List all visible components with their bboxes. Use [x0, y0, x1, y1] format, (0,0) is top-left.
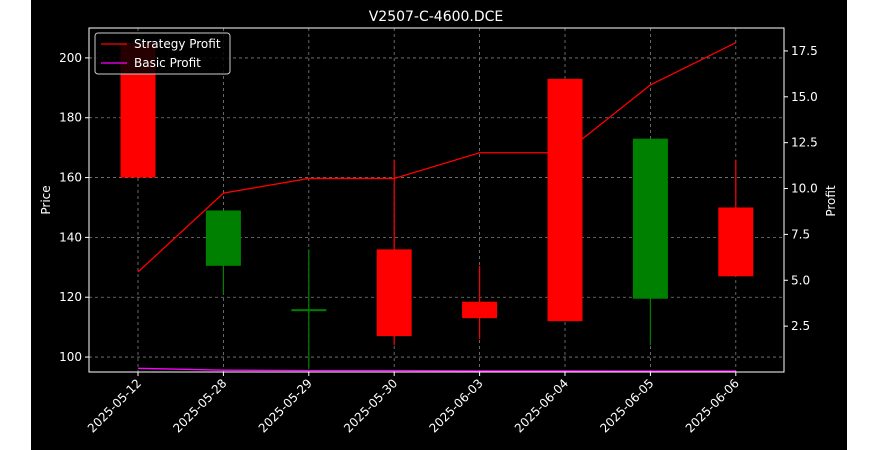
- candle-body: [462, 301, 498, 319]
- plot-frame: [88, 27, 785, 373]
- y-axis-label-right: Profit: [824, 185, 838, 217]
- y-tick-label-right: 7.5: [791, 227, 810, 241]
- y-tick-label-right: 10.0: [791, 182, 818, 196]
- y-tick-label-right: 15.0: [791, 90, 818, 104]
- y-tick-label-left: 120: [59, 290, 82, 304]
- series-line-basic-profit: [137, 367, 736, 372]
- candle-body: [376, 249, 412, 337]
- y-tick-label-left: 200: [59, 51, 82, 65]
- candle-body: [547, 78, 583, 322]
- series-line-strategy-profit: [137, 42, 737, 273]
- figure-background: [31, 0, 847, 450]
- candle-body: [205, 210, 241, 266]
- y-tick-label-right: 17.5: [791, 44, 818, 58]
- y-tick-label-left: 100: [59, 350, 82, 364]
- y-axis-label-left: Price: [39, 185, 53, 214]
- profit-lines: [137, 42, 737, 372]
- candle-body: [632, 138, 668, 299]
- legend-label-strategy-profit: Strategy Profit: [134, 37, 221, 51]
- candle-body: [291, 309, 327, 312]
- y-tick-label-left: 180: [59, 111, 82, 125]
- y-tick-label-left: 140: [59, 230, 82, 244]
- y-tick-label-right: 5.0: [791, 273, 810, 287]
- chart-title: V2507-C-4600.DCE: [369, 9, 504, 25]
- candles: [120, 42, 754, 370]
- legend-label-basic-profit: Basic Profit: [134, 56, 201, 70]
- legend-box: [94, 32, 231, 75]
- y-tick-label-right: 12.5: [791, 136, 818, 150]
- y-tick-label-left: 160: [59, 171, 82, 185]
- legend: Strategy Profit Basic Profit: [94, 32, 231, 75]
- y-tick-label-right: 2.5: [791, 319, 810, 333]
- candle-body: [718, 207, 754, 277]
